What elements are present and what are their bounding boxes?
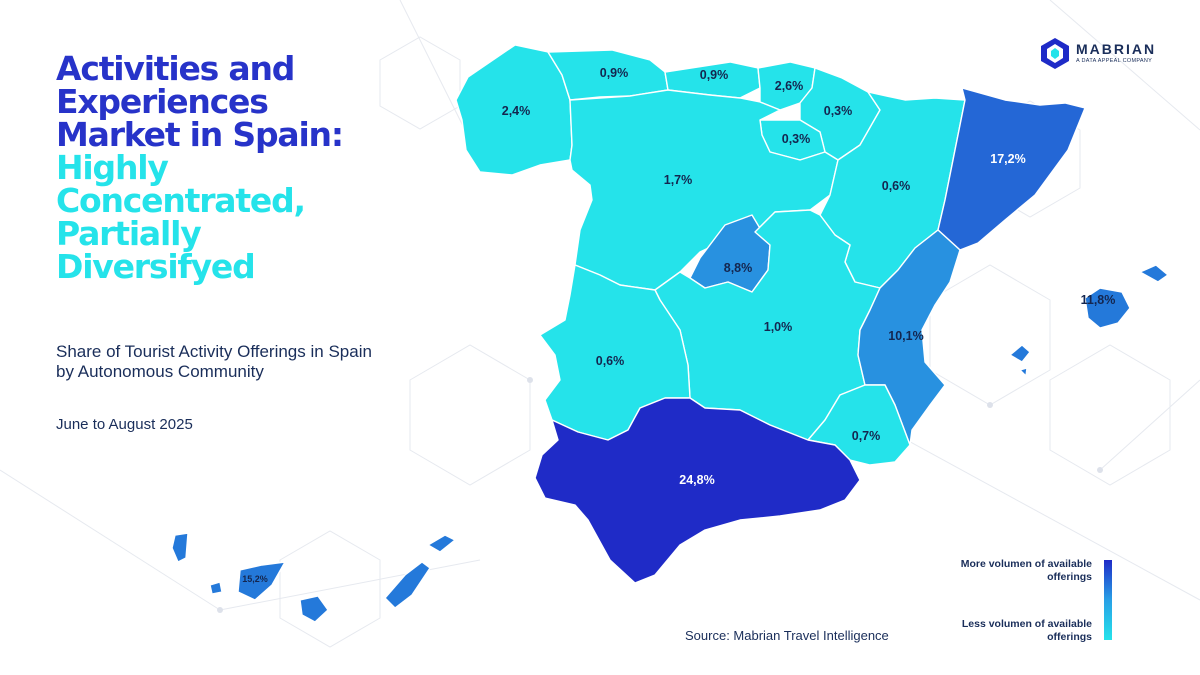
source-note: Source: Mabrian Travel Intelligence bbox=[685, 628, 889, 643]
region-value-baleares: 11,8% bbox=[1081, 293, 1116, 307]
region-value-asturias: 0,9% bbox=[600, 66, 629, 80]
region-value-la-rioja: 0,3% bbox=[782, 132, 811, 146]
subtitle: Share of Tourist Activity Offerings in S… bbox=[56, 342, 372, 381]
title-line: Experiences bbox=[56, 82, 269, 121]
region-value-galicia: 2,4% bbox=[502, 104, 531, 118]
region-value-cantabria: 0,9% bbox=[700, 68, 729, 82]
region-canarias[interactable] bbox=[171, 532, 456, 623]
region-value-castilla-y-leon: 1,7% bbox=[664, 173, 693, 187]
title-line: Market in Spain: bbox=[56, 115, 344, 154]
region-value-aragon: 0,6% bbox=[882, 179, 911, 193]
logo-tagline: A DATA APPEAL COMPANY bbox=[1076, 58, 1153, 64]
legend-less-label: Less volumen of available offerings bbox=[961, 618, 1092, 643]
region-value-andalucia: 24,8% bbox=[679, 473, 714, 487]
region-value-pais-vasco: 2,6% bbox=[775, 79, 804, 93]
region-murcia[interactable] bbox=[807, 384, 911, 466]
title-line-highlight: Highly bbox=[56, 148, 169, 187]
title-line-highlight: Partially bbox=[56, 214, 202, 253]
mabrian-logo: MABRIAN A DATA APPEAL COMPANY bbox=[1038, 36, 1158, 69]
region-value-murcia: 0,7% bbox=[852, 429, 881, 443]
logo-wordmark: MABRIAN bbox=[1076, 41, 1157, 57]
region-andalucia[interactable] bbox=[534, 397, 861, 584]
period-label: June to August 2025 bbox=[56, 416, 193, 433]
title-line-highlight: Concentrated, bbox=[56, 181, 306, 220]
region-value-canarias: 15,2% bbox=[242, 574, 268, 584]
hexagon-logo-icon bbox=[1041, 38, 1069, 69]
region-value-madrid: 8,8% bbox=[724, 261, 753, 275]
legend-gradient-bar bbox=[1104, 560, 1112, 640]
region-value-comunidad-valenciana: 10,1% bbox=[888, 329, 923, 343]
title-line: Activities and bbox=[56, 49, 295, 88]
region-value-navarra: 0,3% bbox=[824, 104, 853, 118]
title-line-highlight: Diversifyed bbox=[56, 247, 256, 286]
region-cataluna[interactable] bbox=[937, 87, 1086, 251]
region-value-extremadura: 0,6% bbox=[596, 354, 625, 368]
legend-more-label: More volumen of available offerings bbox=[960, 558, 1092, 583]
region-value-cataluna: 17,2% bbox=[990, 152, 1025, 166]
region-value-castilla-la-mancha: 1,0% bbox=[764, 320, 793, 334]
page-title: Activities and Experiences Market in Spa… bbox=[56, 52, 386, 283]
region-baleares[interactable] bbox=[1009, 264, 1169, 377]
